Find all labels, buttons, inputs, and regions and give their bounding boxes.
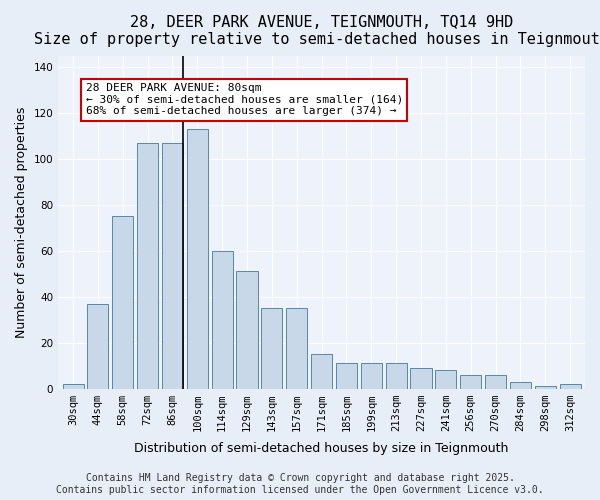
Bar [137,143,158,388]
Bar [410,368,431,388]
Bar [112,216,133,388]
Y-axis label: Number of semi-detached properties: Number of semi-detached properties [15,106,28,338]
Bar [88,304,109,388]
Bar [187,129,208,388]
Title: 28, DEER PARK AVENUE, TEIGNMOUTH, TQ14 9HD
Size of property relative to semi-det: 28, DEER PARK AVENUE, TEIGNMOUTH, TQ14 9… [34,15,600,48]
X-axis label: Distribution of semi-detached houses by size in Teignmouth: Distribution of semi-detached houses by … [134,442,509,455]
Bar [236,272,257,388]
Text: 28 DEER PARK AVENUE: 80sqm
← 30% of semi-detached houses are smaller (164)
68% o: 28 DEER PARK AVENUE: 80sqm ← 30% of semi… [86,83,403,116]
Bar [361,364,382,388]
Bar [386,364,407,388]
Bar [336,364,357,388]
Bar [460,374,481,388]
Bar [162,143,183,388]
Bar [485,374,506,388]
Bar [212,250,233,388]
Bar [62,384,83,388]
Bar [510,382,531,388]
Bar [311,354,332,388]
Text: Contains HM Land Registry data © Crown copyright and database right 2025.
Contai: Contains HM Land Registry data © Crown c… [56,474,544,495]
Bar [560,384,581,388]
Bar [286,308,307,388]
Bar [435,370,457,388]
Bar [535,386,556,388]
Bar [262,308,283,388]
